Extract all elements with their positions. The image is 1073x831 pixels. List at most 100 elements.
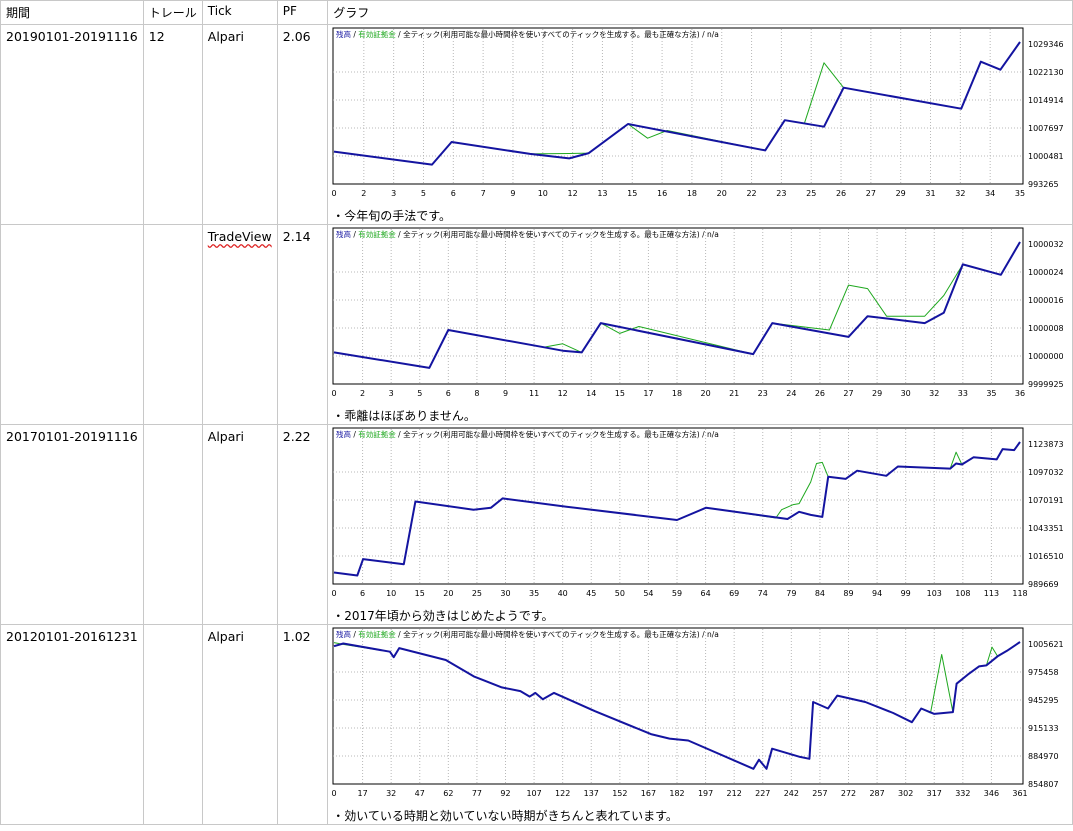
y-tick-label: 975458 <box>1028 668 1059 677</box>
x-tick-label: 74 <box>758 589 768 598</box>
x-tick-label: 54 <box>644 589 654 598</box>
x-tick-label: 0 <box>332 789 337 798</box>
x-tick-label: 36 <box>1015 389 1025 398</box>
x-tick-label: 272 <box>841 789 856 798</box>
x-tick-label: 10 <box>386 589 396 598</box>
period-cell <box>0 224 144 425</box>
x-tick-label: 32 <box>929 389 939 398</box>
legend-balance: 残高 <box>336 629 351 639</box>
y-tick-label: 989669 <box>1028 580 1059 589</box>
legend-sep1: / <box>351 30 358 39</box>
y-tick-label: 1000481 <box>1028 152 1063 161</box>
x-tick-label: 287 <box>870 789 885 798</box>
x-tick-label: 242 <box>784 789 799 798</box>
tick-cell: Alpari <box>201 424 278 625</box>
equity-chart: 残高 / 有効証拠金 / 全ティック(利用可能な最小時間枠を使いすべてのティック… <box>332 27 1063 198</box>
x-tick-label: 32 <box>386 789 396 798</box>
period-cell: 20170101-20191116 <box>0 424 144 625</box>
x-tick-label: 361 <box>1013 789 1028 798</box>
graph-cell: 残高 / 有効証拠金 / 全ティック(利用可能な最小時間枠を使いすべてのティック… <box>327 24 1073 225</box>
x-tick-label: 7 <box>481 189 486 198</box>
y-tick-label: 10000245 <box>1028 268 1063 277</box>
x-tick-label: 5 <box>417 389 422 398</box>
x-tick-label: 15 <box>627 189 637 198</box>
x-tick-label: 35 <box>529 589 539 598</box>
legend-sep1: / <box>351 430 358 439</box>
x-tick-label: 212 <box>727 789 742 798</box>
tick-label: Alpari <box>207 29 245 44</box>
equity-chart: 残高 / 有効証拠金 / 全ティック(利用可能な最小時間枠を使いすべてのティック… <box>332 627 1063 798</box>
y-tick-label: 993265 <box>1028 180 1059 189</box>
x-tick-label: 62 <box>443 789 453 798</box>
period-cell: 20120101-20161231 <box>0 624 144 825</box>
y-tick-label: 10000005 <box>1028 352 1063 361</box>
legend-na: n/a <box>707 430 719 439</box>
x-tick-label: 24 <box>786 389 796 398</box>
chart-legend: 残高 / 有効証拠金 / 全ティック(利用可能な最小時間枠を使いすべてのティック… <box>336 629 719 639</box>
x-tick-label: 26 <box>836 189 846 198</box>
x-tick-label: 2 <box>360 389 365 398</box>
legend-sep3: / <box>700 630 707 639</box>
table-row: 20170101-20191116 Alpari 2.22 残高 / 有効証拠金 / … <box>0 424 1073 625</box>
x-tick-label: 47 <box>415 789 425 798</box>
x-tick-label: 346 <box>984 789 999 798</box>
x-tick-label: 20 <box>701 389 711 398</box>
legend-sep2: / <box>396 30 403 39</box>
equity-chart: 残高 / 有効証拠金 / 全ティック(利用可能な最小時間枠を使いすべてのティック… <box>332 427 1063 598</box>
y-tick-label: 1022130 <box>1028 68 1063 77</box>
x-tick-label: 0 <box>332 189 337 198</box>
x-tick-label: 18 <box>672 389 682 398</box>
graph-cell: 残高 / 有効証拠金 / 全ティック(利用可能な最小時間枠を使いすべてのティック… <box>327 424 1073 625</box>
x-tick-label: 12 <box>558 389 568 398</box>
legend-balance: 残高 <box>336 429 351 439</box>
x-tick-label: 25 <box>806 189 816 198</box>
x-tick-label: 23 <box>758 389 768 398</box>
graph-cell: 残高 / 有効証拠金 / 全ティック(利用可能な最小時間枠を使いすべてのティック… <box>327 624 1073 825</box>
legend-sep2: / <box>396 230 403 239</box>
x-tick-label: 5 <box>421 189 426 198</box>
x-tick-label: 137 <box>584 789 599 798</box>
y-tick-label: 1016510 <box>1028 552 1063 561</box>
pf-cell: 2.14 <box>276 224 329 425</box>
y-tick-label: 1029346 <box>1028 40 1063 49</box>
plot-frame <box>332 227 1024 385</box>
legend-equity: 有効証拠金 <box>358 629 396 639</box>
x-tick-label: 31 <box>926 189 936 198</box>
pf-cell: 1.02 <box>276 624 329 825</box>
header-graph: グラフ <box>327 0 1073 25</box>
chart-legend: 残高 / 有効証拠金 / 全ティック(利用可能な最小時間枠を使いすべてのティック… <box>336 229 719 239</box>
x-tick-label: 14 <box>586 389 596 398</box>
legend-equity: 有効証拠金 <box>358 229 396 239</box>
x-tick-label: 108 <box>955 589 970 598</box>
x-tick-label: 29 <box>872 389 882 398</box>
balance-line <box>333 641 1021 770</box>
x-tick-label: 20 <box>717 189 727 198</box>
x-tick-label: 18 <box>687 189 697 198</box>
legend-sep3: / <box>700 30 707 39</box>
x-tick-label: 89 <box>844 589 854 598</box>
x-tick-label: 2 <box>361 189 366 198</box>
x-tick-label: 6 <box>451 189 456 198</box>
legend-sep3: / <box>700 230 707 239</box>
y-tick-label: 854807 <box>1028 780 1059 789</box>
x-tick-label: 10 <box>538 189 548 198</box>
x-tick-label: 79 <box>786 589 796 598</box>
legend-sep1: / <box>351 230 358 239</box>
x-tick-label: 22 <box>747 189 757 198</box>
x-tick-label: 257 <box>812 789 827 798</box>
balance-line <box>334 241 1022 369</box>
x-tick-label: 12 <box>568 189 578 198</box>
x-tick-label: 0 <box>332 389 337 398</box>
chart-note: ・効いている時期と効いていない時期がきちんと表れています。 <box>332 809 678 823</box>
x-tick-label: 33 <box>958 389 968 398</box>
x-tick-label: 25 <box>472 589 482 598</box>
equity-chart: 残高 / 有効証拠金 / 全ティック(利用可能な最小時間枠を使いすべてのティック… <box>332 227 1063 398</box>
x-tick-label: 13 <box>598 189 608 198</box>
legend-equity: 有効証拠金 <box>358 29 396 39</box>
legend-balance: 残高 <box>336 29 351 39</box>
trail-cell <box>142 424 203 625</box>
x-tick-label: 197 <box>698 789 713 798</box>
x-tick-label: 6 <box>360 589 365 598</box>
x-tick-label: 103 <box>927 589 942 598</box>
x-tick-label: 113 <box>984 589 999 598</box>
